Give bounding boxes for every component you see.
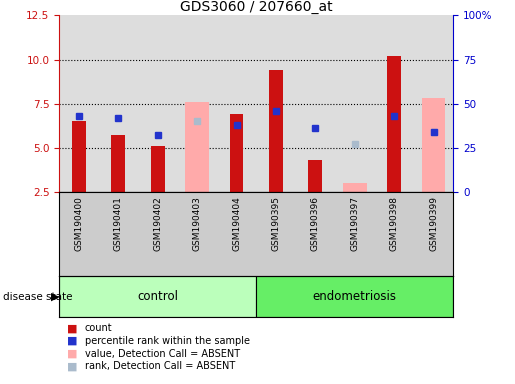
Text: GSM190395: GSM190395 — [271, 196, 280, 251]
Bar — [230, 114, 244, 192]
Bar — [72, 121, 86, 192]
Text: GSM190403: GSM190403 — [193, 196, 201, 251]
Text: value, Detection Call = ABSENT: value, Detection Call = ABSENT — [85, 349, 240, 359]
Bar — [269, 70, 283, 192]
Bar — [422, 98, 445, 192]
Bar — [256, 276, 453, 317]
Text: GSM190402: GSM190402 — [153, 196, 162, 251]
Text: GSM190398: GSM190398 — [390, 196, 399, 251]
Bar — [308, 160, 322, 192]
Text: percentile rank within the sample: percentile rank within the sample — [85, 336, 250, 346]
Bar — [185, 102, 209, 192]
Bar — [151, 146, 165, 192]
Text: GSM190400: GSM190400 — [75, 196, 83, 251]
Text: count: count — [85, 323, 113, 333]
Text: rank, Detection Call = ABSENT: rank, Detection Call = ABSENT — [85, 361, 235, 371]
Text: ▶: ▶ — [50, 291, 59, 302]
Bar — [59, 276, 256, 317]
Text: GSM190397: GSM190397 — [350, 196, 359, 251]
Bar — [387, 56, 401, 192]
Text: endometriosis: endometriosis — [313, 290, 397, 303]
Text: GSM190401: GSM190401 — [114, 196, 123, 251]
Bar — [343, 183, 367, 192]
Text: GSM190396: GSM190396 — [311, 196, 320, 251]
Title: GDS3060 / 207660_at: GDS3060 / 207660_at — [180, 0, 333, 14]
Bar — [111, 136, 125, 192]
Text: disease state: disease state — [3, 291, 72, 302]
Text: GSM190404: GSM190404 — [232, 196, 241, 251]
Text: ■: ■ — [67, 361, 77, 371]
Text: ■: ■ — [67, 349, 77, 359]
Text: ■: ■ — [67, 323, 77, 333]
Text: ■: ■ — [67, 336, 77, 346]
Text: GSM190399: GSM190399 — [429, 196, 438, 251]
Text: control: control — [137, 290, 178, 303]
